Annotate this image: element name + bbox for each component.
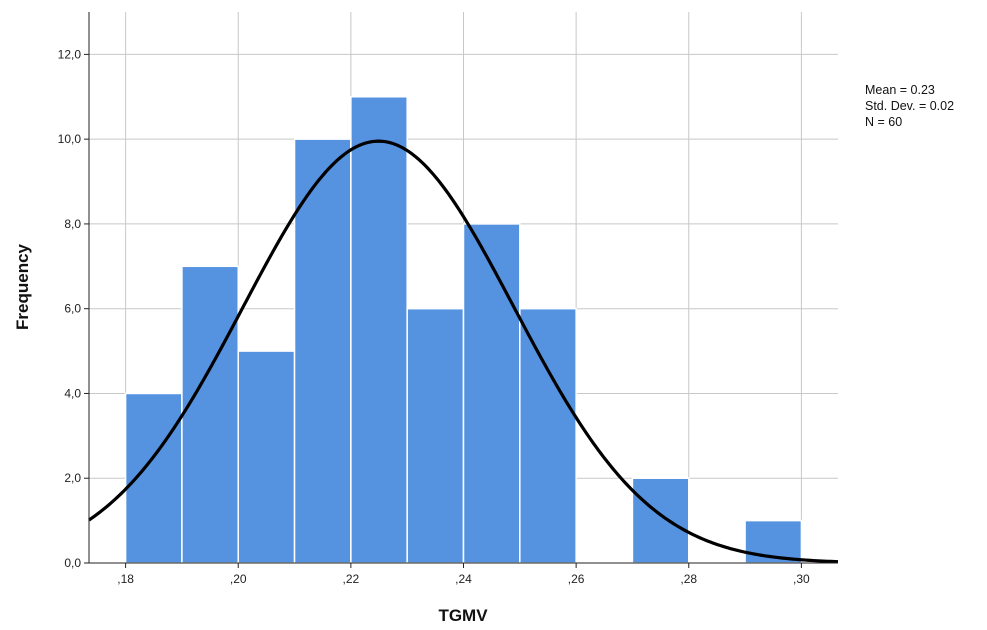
- statistics-box: Mean = 0.23 Std. Dev. = 0.02 N = 60: [865, 82, 954, 130]
- axes-layer: [84, 12, 838, 568]
- y-tick-label-2: 4,0: [64, 386, 81, 400]
- y-tick-label-3: 6,0: [64, 302, 81, 316]
- x-tick-label-1: ,20: [230, 572, 247, 586]
- x-tick-label-0: ,18: [117, 572, 134, 586]
- histogram-bar-8: [631, 477, 690, 564]
- histogram-bar-2: [237, 350, 296, 564]
- normal-curve-layer: [88, 139, 839, 564]
- y-tick-label-1: 2,0: [64, 471, 81, 485]
- histogram-bar-1: [181, 265, 239, 564]
- x-tick-label-3: ,24: [455, 572, 472, 586]
- histogram-bar-7: [519, 307, 577, 564]
- y-tick-label-5: 10,0: [58, 132, 82, 146]
- tick-labels-layer: 0,0 2,0 4,0 6,0 8,0 10,0 12,0 ,18 ,20 ,22 ,24 ,26 ,2…: [58, 47, 810, 586]
- x-tick-label-6: ,30: [793, 572, 810, 586]
- x-tick-label-2: ,22: [343, 572, 360, 586]
- y-tick-label-6: 12,0: [58, 47, 82, 61]
- normal-curve: [88, 139, 839, 564]
- histogram-bar-5: [406, 307, 465, 564]
- x-axis-title: TGMV: [438, 606, 488, 625]
- x-tick-label-5: ,28: [680, 572, 697, 586]
- y-tick-label-0: 0,0: [64, 556, 81, 570]
- histogram-bar-6: [462, 223, 521, 564]
- y-tick-label-4: 8,0: [64, 217, 81, 231]
- bars-layer: [124, 96, 803, 564]
- std-dev-text: Std. Dev. = 0.02: [865, 99, 955, 113]
- x-tick-label-4: ,26: [568, 572, 585, 586]
- mean-text: Mean = 0.23: [865, 83, 935, 97]
- y-axis-title: Frequency: [13, 243, 32, 330]
- n-text: N = 60: [865, 115, 903, 129]
- histogram-bar-4: [350, 96, 408, 564]
